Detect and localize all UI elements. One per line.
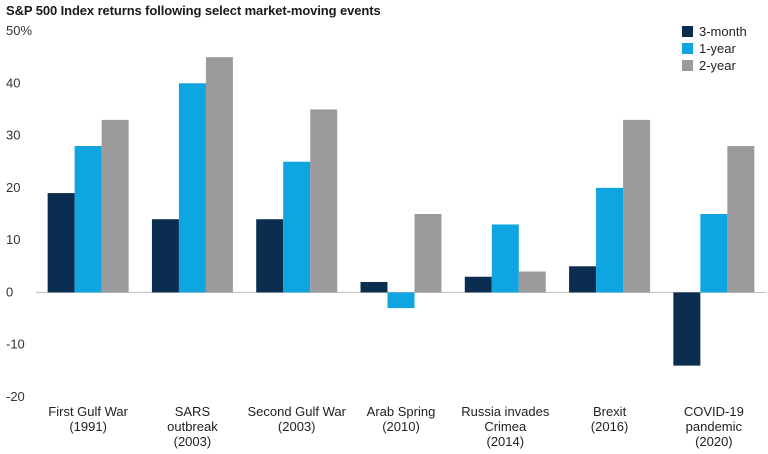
bar-2-year <box>414 214 442 293</box>
bar-3-month <box>151 219 179 293</box>
x-category-label: First Gulf War (1991) <box>48 404 128 434</box>
category-labels: First Gulf War (1991) SARS outbreak (2003) Se… <box>48 404 744 449</box>
y-tick-label: -20 <box>6 389 25 404</box>
x-category-label: Arab Spring (2010) <box>367 404 436 434</box>
bar-2-year <box>727 146 755 293</box>
y-tick-label: 10 <box>6 232 20 247</box>
bar-2-year <box>205 57 233 293</box>
bar-2-year <box>101 119 129 293</box>
bar-2-year <box>518 271 546 293</box>
y-tick-label: 20 <box>6 180 20 195</box>
x-category-label: Russia invades Crimea (2014) <box>461 404 550 449</box>
legend-label: 2-year <box>699 58 737 73</box>
bar-1-year <box>491 224 519 293</box>
chart-title: S&P 500 Index returns following select m… <box>6 3 381 18</box>
bar-3-month <box>256 219 284 293</box>
legend-label: 3-month <box>699 24 747 39</box>
bar-1-year <box>178 83 206 293</box>
y-tick-label: 0 <box>6 284 13 299</box>
x-category-label: Brexit (2016) <box>591 404 629 434</box>
x-category-label: SARS outbreak (2003) <box>167 404 218 449</box>
bar-1-year <box>596 187 624 293</box>
legend-swatch <box>682 60 693 71</box>
legend-swatch <box>682 26 693 37</box>
y-tick-label: 30 <box>6 128 20 143</box>
x-category-label: Second Gulf War (2003) <box>247 404 346 434</box>
bar-1-year <box>74 146 102 293</box>
bar-2-year <box>623 119 651 293</box>
bar-3-month <box>673 292 701 366</box>
y-tick-label: 50% <box>6 23 32 38</box>
bar-1-year <box>387 292 415 309</box>
bar-1-year <box>700 214 728 293</box>
bar-3-month <box>47 193 75 293</box>
bar-1-year <box>283 161 311 293</box>
x-category-label: COVID-19 pandemic (2020) <box>684 404 744 449</box>
bar-3-month <box>360 281 388 293</box>
y-tick-label: 40 <box>6 75 20 90</box>
bar-3-month <box>569 266 597 293</box>
legend-swatch <box>682 43 693 54</box>
legend: 3-month 1-year 2-year <box>682 24 747 73</box>
y-tick-label: -10 <box>6 337 25 352</box>
legend-label: 1-year <box>699 41 737 56</box>
bar-3-month <box>464 276 492 293</box>
bar-2-year <box>310 109 338 293</box>
bars-layer <box>47 57 755 366</box>
